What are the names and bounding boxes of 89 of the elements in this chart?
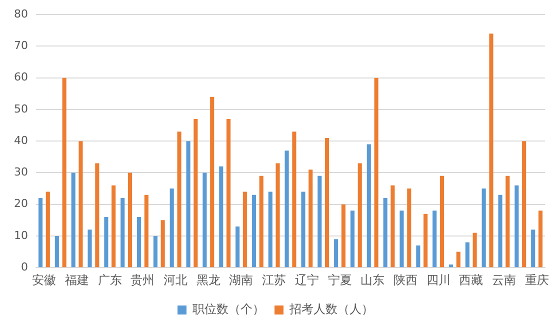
- legend-label: 职位数（个）: [192, 302, 264, 316]
- bar: [268, 192, 272, 268]
- y-tick-label: 60: [14, 70, 28, 84]
- x-tick-label: 重庆: [524, 272, 549, 287]
- bar: [144, 194, 148, 268]
- bar: [416, 245, 420, 268]
- bar: [538, 210, 543, 268]
- bar: [202, 172, 207, 268]
- bar: [531, 230, 536, 268]
- x-tick-label: 黑龙: [196, 272, 220, 287]
- bar: [210, 96, 214, 268]
- y-tick-label: 0: [20, 260, 28, 274]
- bar: [514, 185, 519, 268]
- bar: [506, 176, 510, 268]
- y-tick-label: 30: [14, 166, 28, 179]
- x-tick-label: 四川: [426, 272, 450, 287]
- bar: [71, 172, 76, 268]
- bar: [219, 166, 224, 268]
- bar: [153, 236, 158, 268]
- bar: [259, 176, 264, 268]
- bar: [38, 198, 43, 268]
- bar: [242, 192, 247, 268]
- y-tick-label: 20: [14, 197, 28, 210]
- y-tick-label: 70: [14, 39, 28, 52]
- bar: [318, 176, 322, 268]
- bar: [334, 239, 338, 268]
- bar: [325, 138, 330, 268]
- bar: [308, 170, 313, 268]
- bar: [252, 194, 256, 268]
- bar: [301, 192, 306, 268]
- x-tick-label: 宁夏: [328, 272, 352, 287]
- bar: [284, 150, 289, 268]
- bar: [78, 141, 83, 268]
- bar: [350, 210, 355, 268]
- bar: [374, 78, 378, 268]
- bar: [194, 118, 198, 268]
- x-tick-label: 福建: [65, 272, 90, 287]
- bar: [160, 220, 165, 268]
- bar: [120, 198, 125, 268]
- x-tick-label: 西藏: [459, 272, 484, 287]
- bar: [400, 210, 404, 268]
- bar: [170, 188, 174, 268]
- y-tick-label: 40: [14, 134, 28, 147]
- x-tick-label: 山东: [360, 272, 385, 287]
- bar: [407, 188, 412, 268]
- bar: [390, 185, 395, 268]
- x-tick-label: 云南: [492, 272, 516, 287]
- bar: [472, 232, 477, 268]
- x-tick-label: 河北: [164, 272, 188, 287]
- bar: [456, 252, 460, 268]
- bar: [136, 217, 142, 268]
- bar: [440, 176, 444, 268]
- bar: [482, 188, 486, 268]
- x-tick-label: 辽宁: [294, 272, 319, 287]
- bar: [465, 242, 470, 268]
- bar: [432, 210, 437, 268]
- bar: [489, 34, 494, 268]
- x-tick-label: 广东: [98, 272, 122, 287]
- x-tick-label: 安徽: [32, 272, 56, 287]
- x-tick-label: 江苏: [262, 272, 286, 287]
- y-tick-label: 80: [14, 7, 28, 20]
- bar: [383, 198, 388, 268]
- bar: [88, 230, 92, 268]
- bar: [498, 194, 502, 268]
- bar: [62, 78, 66, 268]
- bar: [424, 214, 428, 268]
- bar: [448, 264, 454, 268]
- bar: [358, 163, 362, 268]
- x-tick-label: 湖南: [229, 272, 254, 287]
- bar: [186, 141, 190, 268]
- bar: [341, 204, 346, 268]
- y-tick-label: 10: [14, 228, 28, 242]
- bar: [177, 132, 182, 268]
- bar: [522, 141, 526, 268]
- bar: [366, 144, 371, 268]
- bar: [276, 163, 280, 268]
- bar: [95, 163, 100, 268]
- bar: [128, 172, 132, 268]
- legend-label: 招考人数（人）: [288, 302, 374, 316]
- bar: [104, 217, 108, 268]
- bar: [46, 192, 50, 268]
- bar: [112, 185, 116, 268]
- bar: [226, 118, 231, 268]
- y-tick-label: 50: [14, 102, 28, 116]
- x-tick-label: 贵州: [130, 272, 155, 287]
- bar: [54, 236, 59, 268]
- x-tick-label: 陕西: [393, 272, 418, 287]
- bar: [236, 226, 240, 268]
- bar: [292, 132, 296, 268]
